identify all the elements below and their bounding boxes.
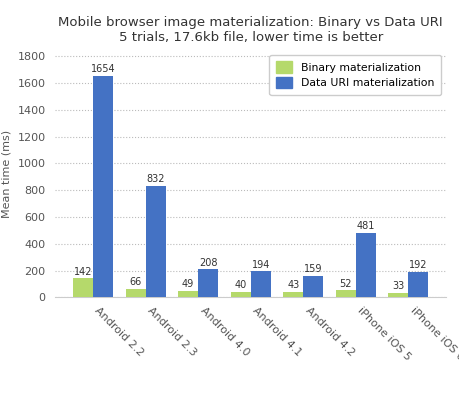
Bar [408, 272, 427, 297]
Text: 66: 66 [129, 277, 141, 287]
Text: 43: 43 [286, 280, 299, 290]
Text: 52: 52 [339, 279, 351, 289]
Bar [198, 270, 218, 297]
Bar [302, 276, 323, 297]
Text: 40: 40 [234, 280, 246, 290]
Bar [230, 292, 250, 297]
Bar [283, 292, 302, 297]
Bar [178, 291, 198, 297]
Bar [387, 293, 408, 297]
Text: 192: 192 [409, 260, 427, 270]
Bar [355, 233, 375, 297]
Text: 159: 159 [303, 264, 322, 275]
Bar [73, 278, 93, 297]
Text: 142: 142 [73, 267, 92, 277]
Text: 208: 208 [198, 258, 217, 268]
Title: Mobile browser image materialization: Binary vs Data URI
5 trials, 17.6kb file, : Mobile browser image materialization: Bi… [58, 16, 442, 44]
Legend: Binary materialization, Data URI materialization: Binary materialization, Data URI materia… [269, 55, 440, 95]
Bar [93, 76, 113, 297]
Text: 49: 49 [182, 279, 194, 289]
Bar [145, 186, 165, 297]
Text: 481: 481 [356, 221, 374, 231]
Bar [125, 289, 145, 297]
Bar [250, 271, 270, 297]
Text: 1654: 1654 [90, 64, 115, 74]
Y-axis label: Mean time (ms): Mean time (ms) [2, 129, 12, 218]
Bar [335, 290, 355, 297]
Text: 33: 33 [392, 281, 404, 291]
Text: 832: 832 [146, 174, 164, 184]
Text: 194: 194 [251, 260, 269, 270]
